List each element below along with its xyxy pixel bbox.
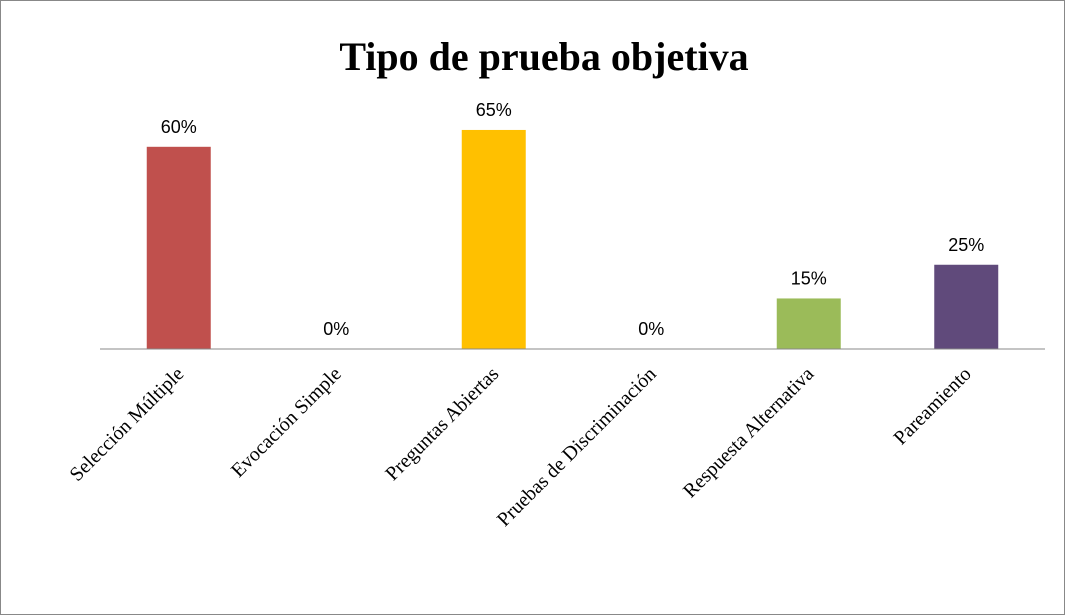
value-label: 60%	[161, 117, 197, 137]
chart-title: Tipo de prueba objetiva	[339, 34, 748, 79]
value-label: 0%	[323, 319, 349, 339]
bar	[461, 129, 526, 349]
bar	[776, 298, 841, 349]
bar	[934, 264, 999, 349]
value-label: 15%	[791, 268, 827, 288]
value-label: 25%	[948, 235, 984, 255]
bar	[146, 146, 211, 349]
value-label: 65%	[476, 100, 512, 120]
value-label: 0%	[638, 319, 664, 339]
